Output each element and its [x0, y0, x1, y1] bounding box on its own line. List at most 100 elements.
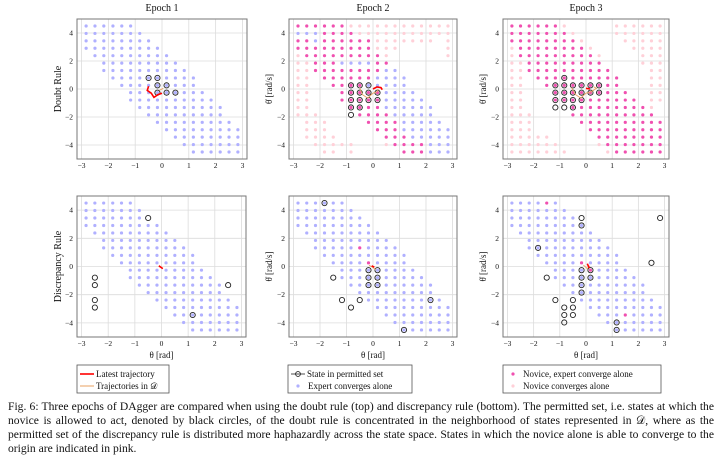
- state-point-b: [128, 216, 132, 220]
- state-point-b: [164, 253, 168, 257]
- state-point-b: [102, 201, 106, 205]
- state-point-b: [119, 238, 124, 243]
- state-point-p: [518, 39, 523, 43]
- state-point-b: [305, 231, 309, 235]
- state-point-b: [164, 261, 168, 265]
- x-tick-label: −2: [104, 161, 112, 170]
- state-point-l: [510, 142, 514, 147]
- state-point-b: [384, 276, 388, 280]
- state-point-p: [349, 31, 353, 36]
- state-point-l: [305, 135, 309, 139]
- state-point-b: [419, 105, 424, 110]
- state-point-b: [340, 268, 344, 272]
- state-point-b: [518, 201, 523, 205]
- state-point-b: [411, 98, 415, 102]
- state-point-b: [366, 283, 371, 287]
- state-point-p: [588, 61, 593, 65]
- state-point-b: [155, 261, 159, 265]
- state-point-b: [402, 320, 406, 325]
- state-point-p: [562, 54, 566, 58]
- state-point-b: [182, 76, 186, 80]
- state-point-p: [349, 76, 353, 80]
- state-point-p: [579, 76, 584, 80]
- state-point-l: [562, 150, 566, 154]
- state-point-b: [411, 120, 415, 124]
- state-point-p: [606, 91, 610, 95]
- state-point-b: [428, 142, 433, 147]
- state-point-b: [419, 298, 424, 302]
- state-point-b: [553, 253, 557, 257]
- state-point-b: [518, 223, 523, 228]
- state-point-b: [191, 128, 195, 132]
- legend-box: [287, 364, 413, 394]
- state-point-b: [93, 223, 97, 228]
- y-axis-label: θ̇ [rad/s]: [264, 251, 274, 281]
- state-point-p: [340, 46, 344, 50]
- permitted-state-circle: [596, 89, 603, 96]
- state-point-b: [606, 305, 610, 310]
- state-point-p: [649, 113, 654, 117]
- state-point-l: [527, 150, 531, 154]
- state-point-p: [296, 24, 300, 28]
- panel-discrepancy-epoch-3: −3 −2 −1 0 1 2 3 −4 −2 0 2 4 θ [rad] θ̇ [rad/s]: [478, 195, 670, 360]
- latest-trajectory: [371, 265, 375, 268]
- state-point-b: [419, 305, 424, 310]
- state-point-b: [553, 201, 557, 205]
- state-point-b: [208, 298, 212, 302]
- state-point-b: [562, 238, 566, 243]
- state-point-p: [606, 128, 610, 132]
- state-point-b: [313, 201, 318, 205]
- state-point-b: [146, 223, 150, 228]
- panel-doubt-epoch-3: −3 −2 −1 0 1 2 3 −4 −2 0 2 4 Epoch 3 θ̇ [rad/s]: [478, 3, 670, 170]
- permitted-state-circle: [365, 267, 372, 274]
- x-tick-label: −3: [290, 339, 298, 348]
- state-point-l: [623, 39, 627, 43]
- state-point-p: [562, 76, 566, 80]
- state-point-b: [428, 150, 433, 154]
- state-point-p: [615, 120, 619, 124]
- state-point-b: [553, 246, 557, 250]
- state-point-l: [305, 113, 309, 117]
- state-point-b: [313, 231, 318, 235]
- x-tick-label: −1: [556, 339, 564, 348]
- state-point-p: [615, 128, 619, 132]
- state-point-l: [331, 142, 335, 147]
- state-point-l: [305, 76, 309, 80]
- state-point-b: [545, 238, 549, 243]
- state-point-b: [615, 328, 619, 332]
- state-point-p: [358, 46, 362, 50]
- permitted-state-circle: [347, 304, 355, 311]
- state-point-b: [84, 24, 88, 28]
- state-point-p: [632, 113, 636, 117]
- permitted-state-circle: [356, 297, 363, 304]
- state-point-b: [588, 283, 593, 287]
- state-point-l: [588, 46, 593, 50]
- state-point-b: [173, 313, 177, 317]
- state-point-p: [641, 113, 645, 117]
- state-point-b: [545, 231, 549, 235]
- state-point-l: [649, 31, 654, 36]
- state-point-p: [606, 68, 610, 73]
- state-point-b: [208, 320, 212, 325]
- state-point-p: [384, 128, 388, 132]
- state-point-b: [393, 113, 397, 117]
- state-point-l: [446, 46, 450, 50]
- figure-caption: Fig. 6: Three epochs of DAgger are compa…: [8, 400, 714, 455]
- state-point-b: [93, 39, 97, 43]
- state-point-l: [658, 31, 662, 36]
- state-point-b: [615, 268, 619, 272]
- state-point-b: [562, 216, 566, 220]
- state-point-b: [349, 253, 353, 257]
- permitted-state-circle: [347, 97, 355, 104]
- state-point-b: [579, 268, 584, 272]
- state-point-b: [366, 238, 371, 243]
- state-point-b: [93, 24, 97, 28]
- state-point-b: [146, 238, 150, 243]
- y-tick-label: 2: [495, 234, 499, 243]
- state-point-b: [437, 150, 441, 154]
- state-point-b: [384, 253, 388, 257]
- state-point-b: [164, 246, 168, 250]
- state-point-b: [536, 223, 540, 228]
- state-point-b: [331, 253, 335, 257]
- latest-trajectory: [586, 263, 590, 269]
